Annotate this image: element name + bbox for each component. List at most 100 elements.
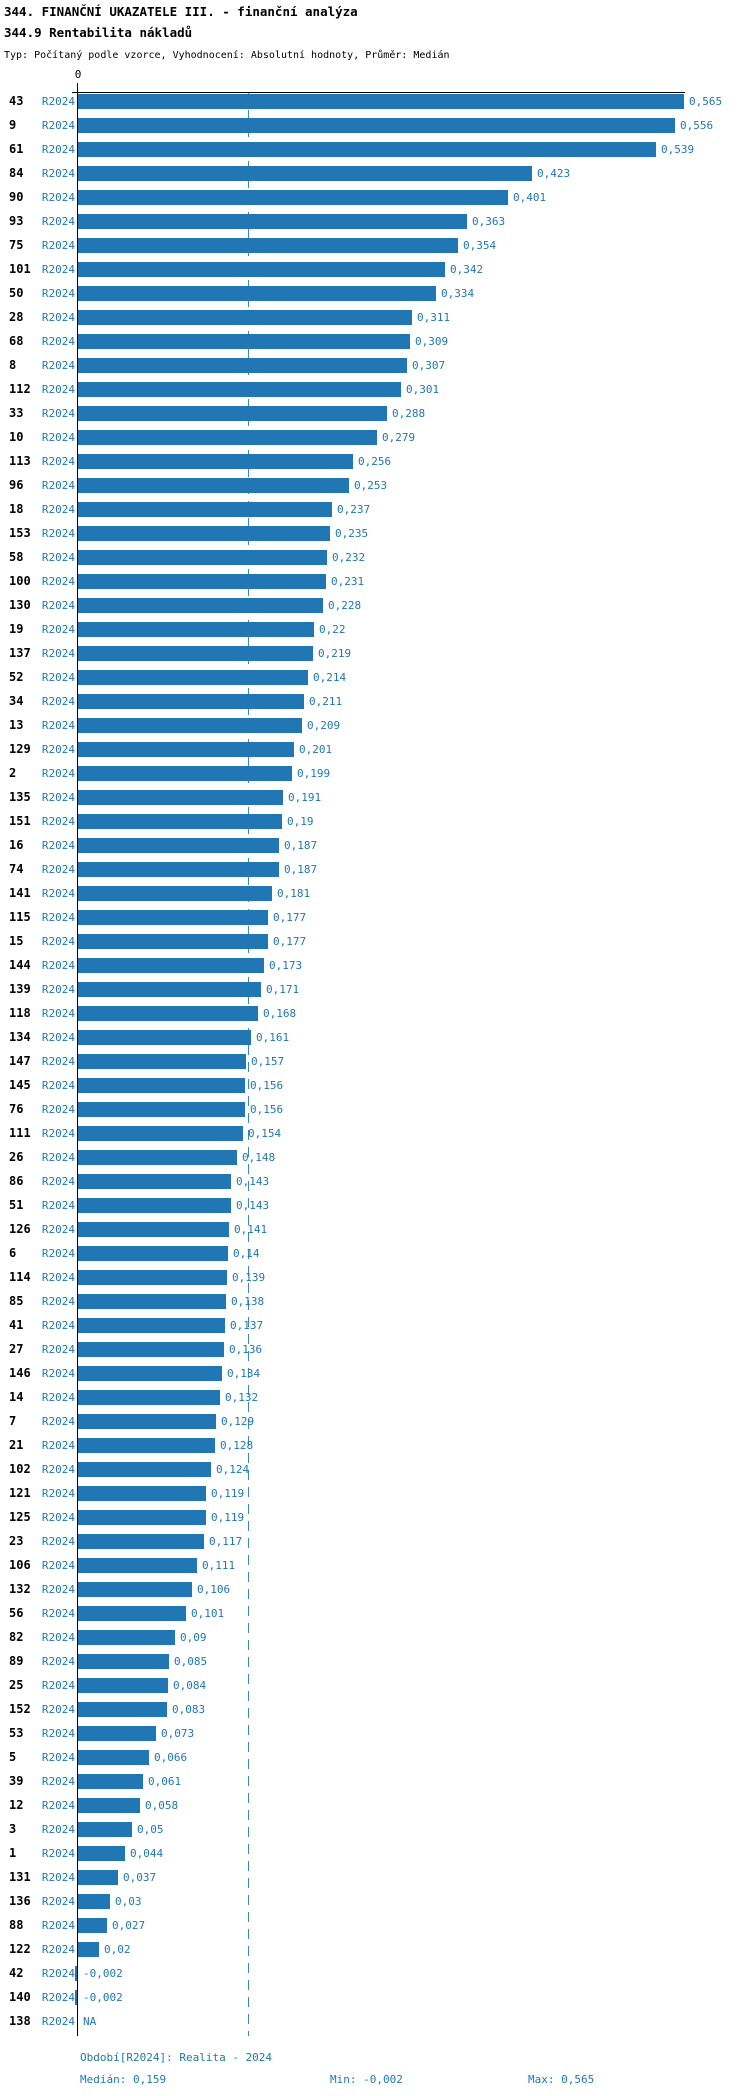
entity-id-label: 88 [9,1918,24,1932]
value-bar [78,790,283,805]
bar-row: 106 R2024 0,111 [0,1558,750,1573]
value-label: 0,143 [236,1199,270,1212]
entity-id-label: 106 [9,1558,31,1572]
value-label: 0,138 [231,1295,265,1308]
value-bar [78,262,445,277]
entity-id-label: 75 [9,238,24,252]
value-label: 0,119 [211,1511,245,1524]
bar-row: 93 R2024 0,363 [0,214,750,229]
bar-row: 82 R2024 0,09 [0,1630,750,1645]
bar-row: 112 R2024 0,301 [0,382,750,397]
entity-id-label: 122 [9,1942,31,1956]
value-label: 0,124 [216,1463,250,1476]
entity-id-label: 23 [9,1534,24,1548]
period-label: R2024 [41,1391,75,1404]
bar-row: 68 R2024 0,309 [0,334,750,349]
value-label: 0,143 [236,1175,270,1188]
period-label: R2024 [41,887,75,900]
value-label: 0,209 [307,719,341,732]
entity-id-label: 111 [9,1126,31,1140]
period-label: R2024 [41,599,75,612]
value-bar [78,958,264,973]
entity-id-label: 115 [9,910,31,924]
bar-row: 85 R2024 0,138 [0,1294,750,1309]
value-bar [78,646,313,661]
value-bar [78,1606,186,1621]
entity-id-label: 135 [9,790,31,804]
value-label: -0,002 [83,1991,123,2004]
period-label: R2024 [41,1175,75,1188]
value-label: 0,141 [234,1223,268,1236]
entity-id-label: 25 [9,1678,24,1692]
bar-row: 27 R2024 0,136 [0,1342,750,1357]
bar-row: 39 R2024 0,061 [0,1774,750,1789]
value-label: 0,211 [309,695,343,708]
bar-row: 34 R2024 0,211 [0,694,750,709]
report-subtitle: 344.9 Rentabilita nákladů [4,25,193,40]
value-label: 0,187 [284,863,318,876]
period-label: R2024 [41,503,75,516]
value-bar [78,886,272,901]
period-label: R2024 [41,1439,75,1452]
value-label: 0,157 [251,1055,285,1068]
bar-row: 76 R2024 0,156 [0,1102,750,1117]
period-label: R2024 [41,1727,75,1740]
value-bar [78,1798,140,1813]
value-bar [78,430,377,445]
bar-row: 9 R2024 0,556 [0,118,750,133]
value-bar [78,478,349,493]
value-label: 0,156 [250,1079,284,1092]
bar-row: 118 R2024 0,168 [0,1006,750,1021]
bar-row: 7 R2024 0,129 [0,1414,750,1429]
bar-row: 141 R2024 0,181 [0,886,750,901]
value-bar [78,1198,231,1213]
value-label: 0,156 [250,1103,284,1116]
footer-min-stat: Min: -0,002 [330,2073,403,2086]
value-label: 0,22 [319,623,346,636]
bar-row: 33 R2024 0,288 [0,406,750,421]
value-bar [78,814,282,829]
period-label: R2024 [41,167,75,180]
value-bar [78,1894,110,1909]
entity-id-label: 43 [9,94,24,108]
value-bar [78,1102,245,1117]
period-label: R2024 [41,815,75,828]
entity-id-label: 58 [9,550,24,564]
period-label: R2024 [41,1127,75,1140]
bar-row: 145 R2024 0,156 [0,1078,750,1093]
bar-row: 43 R2024 0,565 [0,94,750,109]
value-bar [78,1750,149,1765]
value-label: 0,106 [197,1583,231,1596]
entity-id-label: 41 [9,1318,24,1332]
y-axis-line [77,92,78,2036]
period-label: R2024 [41,335,75,348]
value-label: -0,002 [83,1967,123,1980]
value-label: 0,111 [202,1559,236,1572]
period-label: R2024 [41,719,75,732]
value-label: 0,061 [148,1775,182,1788]
value-bar [78,1294,226,1309]
period-label: R2024 [41,1799,75,1812]
bar-row: 101 R2024 0,342 [0,262,750,277]
value-bar [78,574,326,589]
value-bar [78,1078,245,1093]
entity-id-label: 10 [9,430,24,444]
period-label: R2024 [41,1199,75,1212]
period-label: R2024 [41,1751,75,1764]
entity-id-label: 52 [9,670,24,684]
bar-row: 53 R2024 0,073 [0,1726,750,1741]
report-title: 344. FINANČNÍ UKAZATELE III. - finanční … [4,4,358,19]
entity-id-label: 61 [9,142,24,156]
bar-row: 6 R2024 0,14 [0,1246,750,1261]
entity-id-label: 39 [9,1774,24,1788]
value-bar [78,166,532,181]
value-label: 0,539 [661,143,695,156]
value-label: 0,288 [392,407,426,420]
value-label: 0,214 [313,671,347,684]
value-bar [78,142,656,157]
bar-row: 125 R2024 0,119 [0,1510,750,1525]
value-bar [78,1270,227,1285]
value-bar [78,334,410,349]
period-label: R2024 [41,695,75,708]
